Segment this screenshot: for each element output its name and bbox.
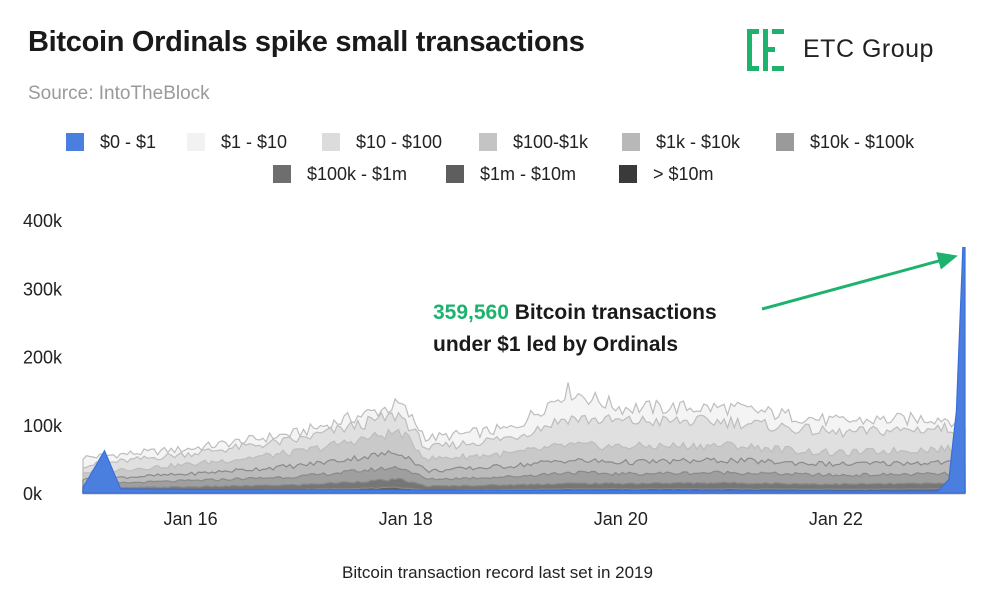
legend-swatch — [776, 133, 794, 151]
annotation-arrow-head — [936, 252, 958, 270]
x-tick-label: Jan 18 — [379, 509, 433, 529]
legend-label: $0 - $1 — [100, 131, 157, 152]
legend-swatch — [273, 165, 291, 183]
legend-label: > $10m — [653, 163, 714, 184]
brand-name: ETC Group — [803, 35, 934, 63]
legend-swatch — [446, 165, 464, 183]
legend-item-0-1: $0 - $1 — [66, 131, 156, 153]
annotation-arrow-line — [761, 258, 945, 311]
legend-swatch — [479, 133, 497, 151]
legend-label: $10k - $100k — [810, 131, 915, 152]
y-tick-label: 200k — [23, 348, 63, 368]
chart-title: Bitcoin Ordinals spike small transaction… — [28, 26, 585, 58]
legend-label: $10 - $100 — [356, 131, 443, 152]
stacked-area-chart: 0k 100k 200k 300k 400k Jan 16 Jan 18 Jan 20 Jan … — [23, 211, 966, 529]
legend-item-10k-100k: $10k - $100k — [776, 131, 914, 153]
legend-swatch — [622, 133, 640, 151]
x-tick-label: Jan 16 — [164, 509, 218, 529]
legend-item-100-1k: $100-$1k — [479, 131, 588, 153]
y-tick-label: 0k — [23, 484, 43, 504]
x-tick-label: Jan 22 — [809, 509, 863, 529]
legend-label: $1m - $10m — [480, 163, 577, 184]
etc-group-logo-icon — [747, 29, 784, 71]
legend-label: $1 - $10 — [221, 131, 288, 152]
legend: $0 - $1 $1 - $10 $10 - $100 $100-$1k $1k… — [0, 130, 995, 190]
annotation-line-2: under $1 led by Ordinals — [433, 333, 679, 356]
y-tick-label: 300k — [23, 279, 63, 299]
annotation-value: 359,560 — [433, 301, 509, 324]
legend-item-1m-10m: $1m - $10m — [446, 163, 576, 185]
legend-item-over-10m: > $10m — [619, 163, 714, 185]
legend-label: $100-$1k — [513, 131, 589, 152]
legend-item-1k-10k: $1k - $10k — [622, 131, 740, 153]
annotation-line-1: 359,560 Bitcoin transactions — [433, 297, 717, 329]
area-series — [82, 247, 966, 494]
legend-swatch — [322, 133, 340, 151]
chart-footer-note: Bitcoin transaction record last set in 2… — [342, 563, 653, 582]
legend-swatch — [187, 133, 205, 151]
legend-swatch — [66, 133, 84, 151]
annotation-text-1: Bitcoin transactions — [508, 301, 717, 324]
chart-source: Source: IntoTheBlock — [28, 83, 210, 104]
y-tick-label: 100k — [23, 416, 63, 436]
legend-item-1-10: $1 - $10 — [187, 131, 287, 153]
annotation-label: 359,560 Bitcoin transactions under $1 le… — [433, 297, 717, 361]
legend-item-100k-1m: $100k - $1m — [273, 163, 407, 185]
y-tick-label: 400k — [23, 211, 63, 231]
brand-logo: ETC Group — [745, 26, 960, 74]
legend-label: $100k - $1m — [307, 163, 408, 184]
legend-label: $1k - $10k — [656, 131, 741, 152]
legend-swatch — [619, 165, 637, 183]
x-tick-label: Jan 20 — [594, 509, 648, 529]
legend-item-10-100: $10 - $100 — [322, 131, 442, 153]
